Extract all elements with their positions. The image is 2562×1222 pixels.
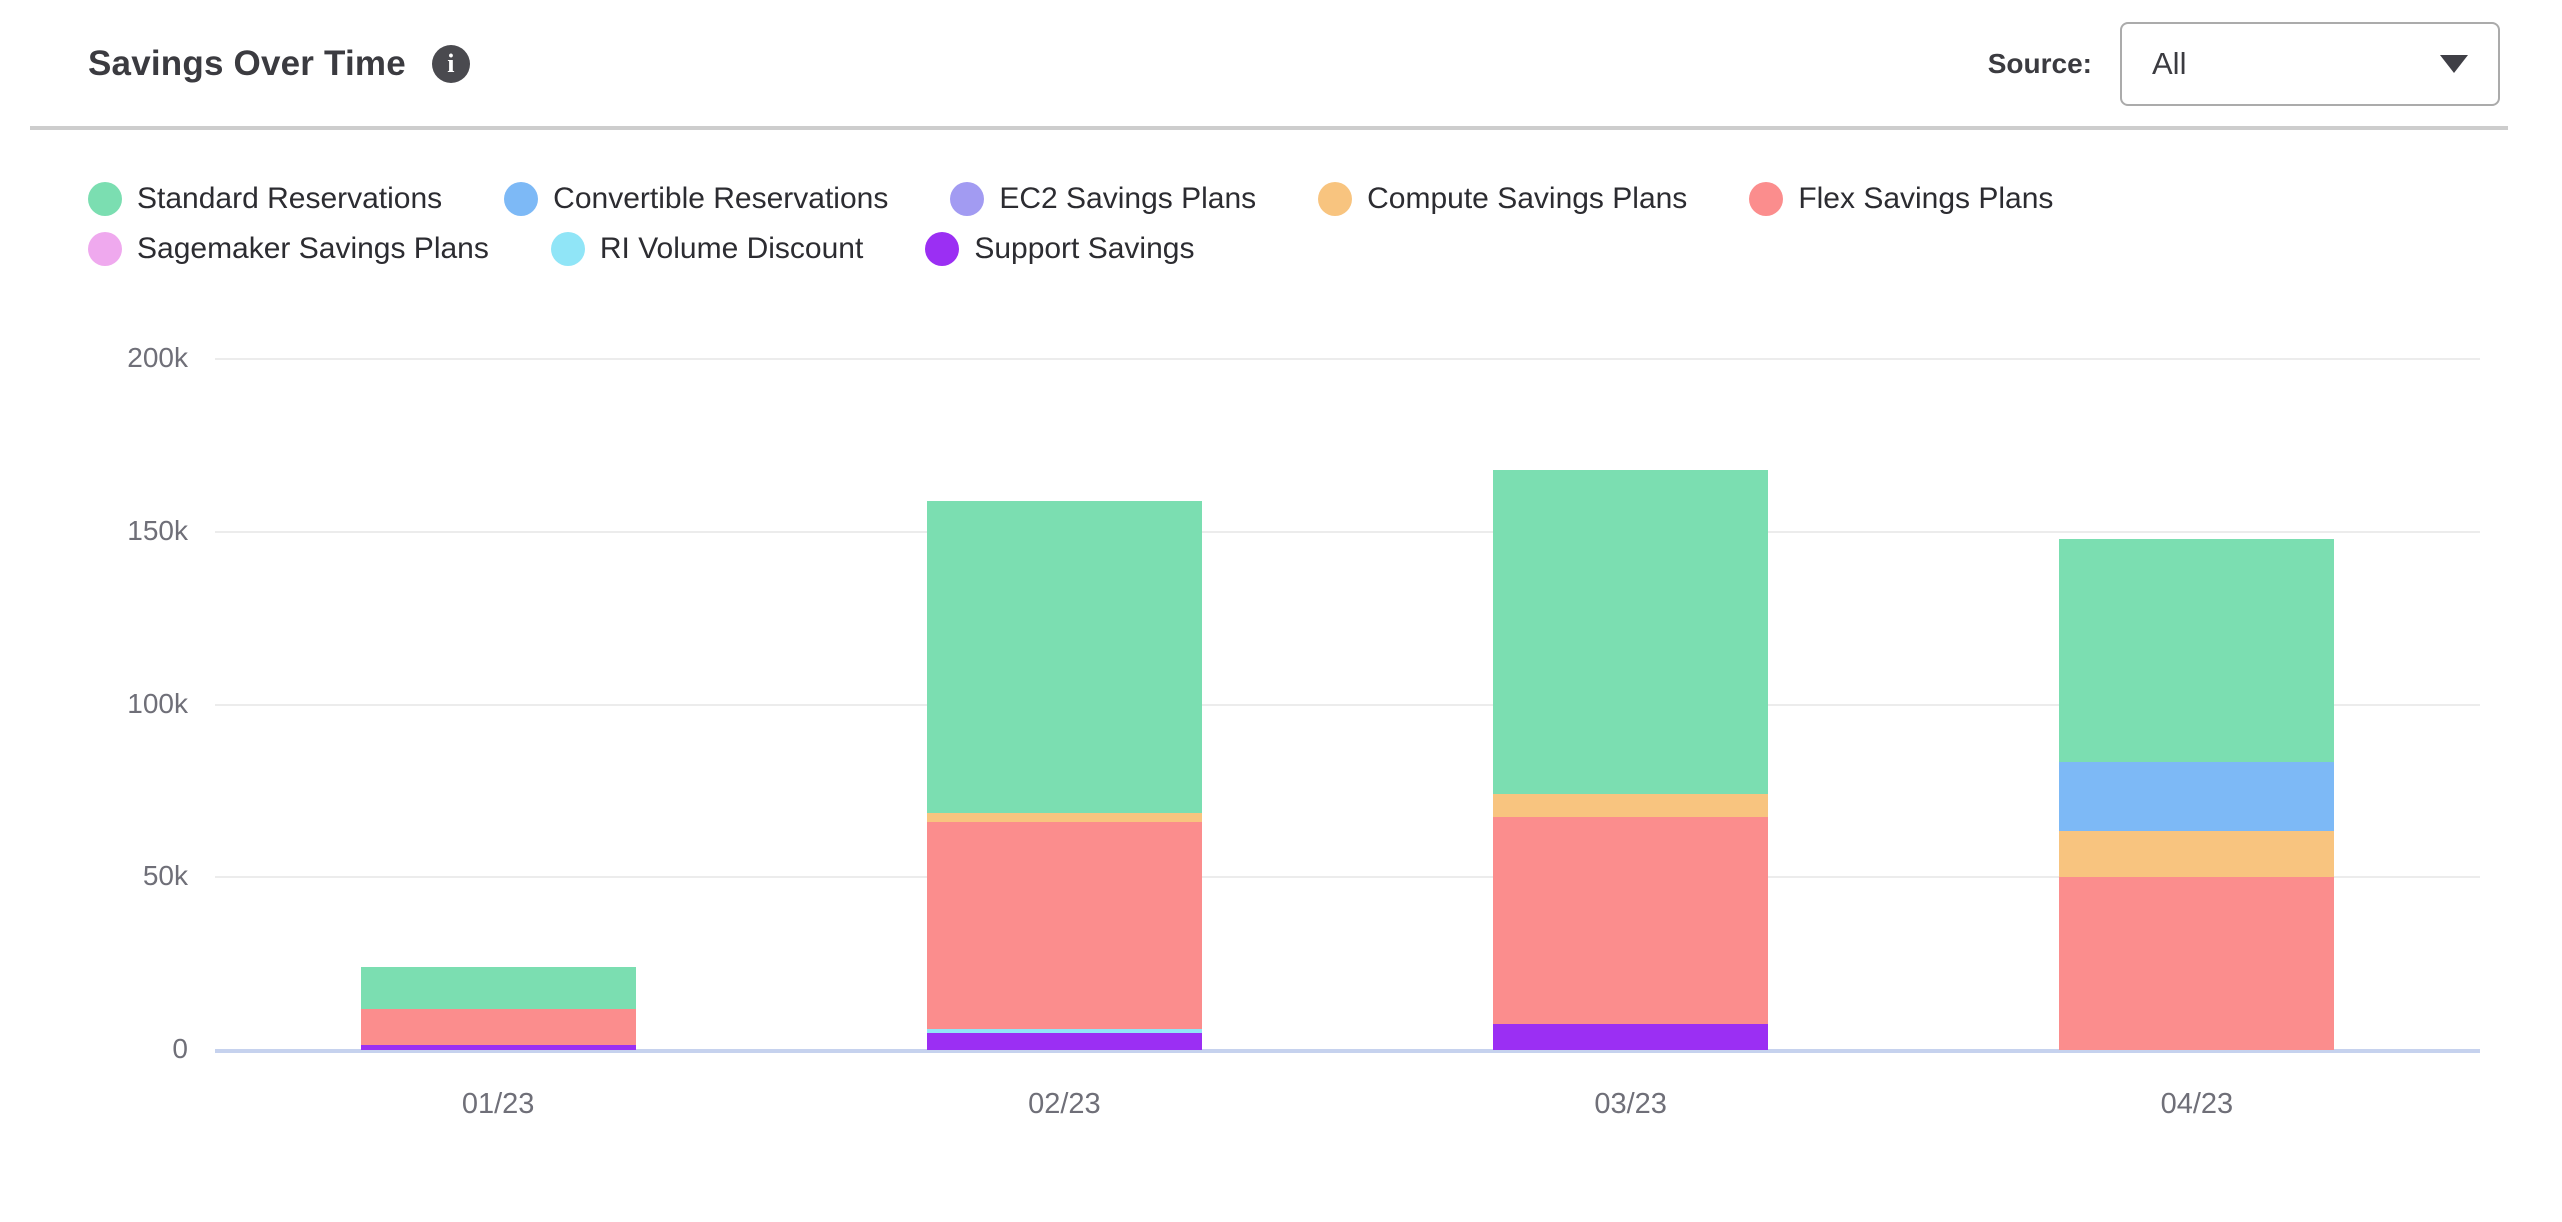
legend-dot xyxy=(504,182,539,216)
y-axis-tick-label: 200k xyxy=(127,342,188,373)
info-icon[interactable]: i xyxy=(431,45,470,83)
bar-segment[interactable] xyxy=(1493,794,1769,817)
gridline xyxy=(215,530,2480,533)
legend-label: Standard Reservations xyxy=(137,182,443,215)
bar-segment[interactable] xyxy=(1493,1024,1769,1050)
bar-segment[interactable] xyxy=(2059,830,2335,878)
chevron-down-icon xyxy=(2440,55,2468,73)
legend-label: Flex Savings Plans xyxy=(1798,182,2054,215)
header: Savings Over Time i Source: All xyxy=(0,0,2562,128)
page-title: Savings Over Time xyxy=(88,44,406,83)
x-axis-label: 02/23 xyxy=(1028,1088,1101,1120)
legend-item-convertible-reservations[interactable]: Convertible Reservations xyxy=(504,182,888,216)
legend-dot xyxy=(925,232,960,266)
source-select-value: All xyxy=(2152,46,2187,81)
bar-segment[interactable] xyxy=(1493,816,1769,1025)
bar-segment[interactable] xyxy=(926,1032,1202,1050)
bar-segment[interactable] xyxy=(360,1008,636,1045)
bar-segment[interactable] xyxy=(926,1029,1202,1033)
x-axis-label: 04/23 xyxy=(2160,1088,2234,1120)
bar-segment[interactable] xyxy=(360,967,636,1009)
x-axis-line xyxy=(215,1049,2480,1053)
legend-item-support-savings[interactable]: Support Savings xyxy=(925,232,1194,266)
bar-segment[interactable] xyxy=(2059,877,2335,1050)
legend-dot xyxy=(88,232,122,266)
legend-dot xyxy=(1749,182,1784,216)
gridline xyxy=(215,358,2480,360)
legend-dot xyxy=(550,232,585,266)
legend-label: EC2 Savings Plans xyxy=(999,182,1257,215)
bar-segment[interactable] xyxy=(360,1044,636,1050)
legend-dot xyxy=(950,182,985,216)
legend-item-standard-reservations[interactable]: Standard Reservations xyxy=(88,182,442,216)
legend-item-ec2-savings-plans[interactable]: EC2 Savings Plans xyxy=(950,182,1256,216)
savings-over-time-chart: 200k 150k 100k 50k 0 01/23 02/23 03/23 04/23 xyxy=(0,330,2562,1190)
y-axis-tick-label: 50k xyxy=(142,860,188,892)
chart-legend: Standard Reservations Convertible Reserv… xyxy=(88,182,2248,266)
x-axis-label: 01/23 xyxy=(461,1088,535,1120)
bar-segment[interactable] xyxy=(926,813,1202,822)
bar-segment[interactable] xyxy=(2059,538,2335,762)
legend-label: Sagemaker Savings Plans xyxy=(137,232,489,265)
legend-label: Compute Savings Plans xyxy=(1367,182,1688,215)
bar-segment[interactable] xyxy=(2059,761,2335,831)
bar-segment[interactable] xyxy=(926,500,1202,814)
bar-segment[interactable] xyxy=(1493,469,1769,795)
bar-segment[interactable] xyxy=(926,821,1202,1030)
y-axis-tick-label: 100k xyxy=(127,687,188,719)
legend-item-ri-volume-discount[interactable]: RI Volume Discount xyxy=(550,232,864,266)
legend-item-compute-savings-plans[interactable]: Compute Savings Plans xyxy=(1318,182,1687,216)
gridline xyxy=(215,876,2480,879)
gridline xyxy=(215,703,2480,706)
legend-item-flex-savings-plans[interactable]: Flex Savings Plans xyxy=(1749,182,2053,216)
legend-dot xyxy=(88,182,122,216)
legend-dot xyxy=(1318,182,1353,216)
header-divider xyxy=(30,126,2508,130)
legend-label: Convertible Reservations xyxy=(553,182,889,215)
legend-item-sagemaker-savings-plans[interactable]: Sagemaker Savings Plans xyxy=(88,232,489,266)
x-axis-label: 03/23 xyxy=(1594,1088,1667,1120)
y-axis-tick-label: 150k xyxy=(127,514,188,546)
legend-label: RI Volume Discount xyxy=(599,232,864,265)
source-select[interactable]: All xyxy=(2120,22,2500,106)
y-axis-tick-label: 0 xyxy=(172,1033,188,1064)
legend-label: Support Savings xyxy=(974,232,1195,265)
source-label: Source: xyxy=(1987,48,2092,79)
